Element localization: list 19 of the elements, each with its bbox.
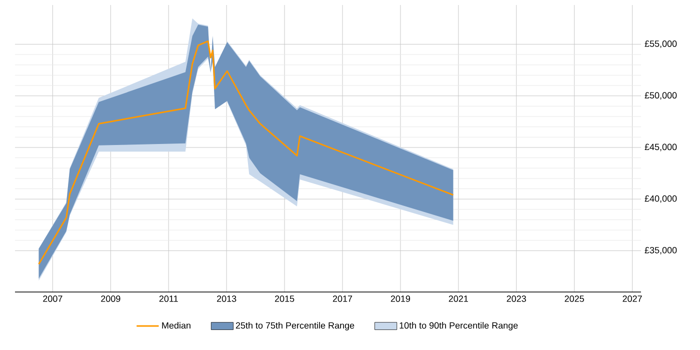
y-tick-label: £35,000 (644, 246, 677, 254)
x-tick-label: 2007 (43, 296, 62, 302)
y-tick-label: £50,000 (644, 92, 677, 100)
x-tick-label: 2017 (332, 296, 352, 302)
x-tick-label: 2025 (564, 296, 584, 302)
x-tick-label: 2021 (448, 296, 468, 302)
legend-label: 25th to 75th Percentile Range (236, 322, 354, 330)
x-tick-label: 2015 (274, 296, 294, 302)
x-tick-label: 2013 (217, 296, 236, 302)
x-tick-label: 2009 (101, 296, 120, 302)
x-tick-label: 2027 (622, 296, 642, 302)
legend-label: 10th to 90th Percentile Range (400, 322, 518, 330)
x-tick-label: 2011 (159, 296, 178, 302)
y-tick-label: £45,000 (644, 144, 677, 152)
x-tick-label: 2019 (390, 296, 410, 302)
legend-label: Median (162, 322, 190, 329)
y-tick-label: £40,000 (644, 195, 677, 203)
x-tick-label: 2023 (506, 296, 526, 302)
y-tick-label: £55,000 (644, 40, 677, 48)
